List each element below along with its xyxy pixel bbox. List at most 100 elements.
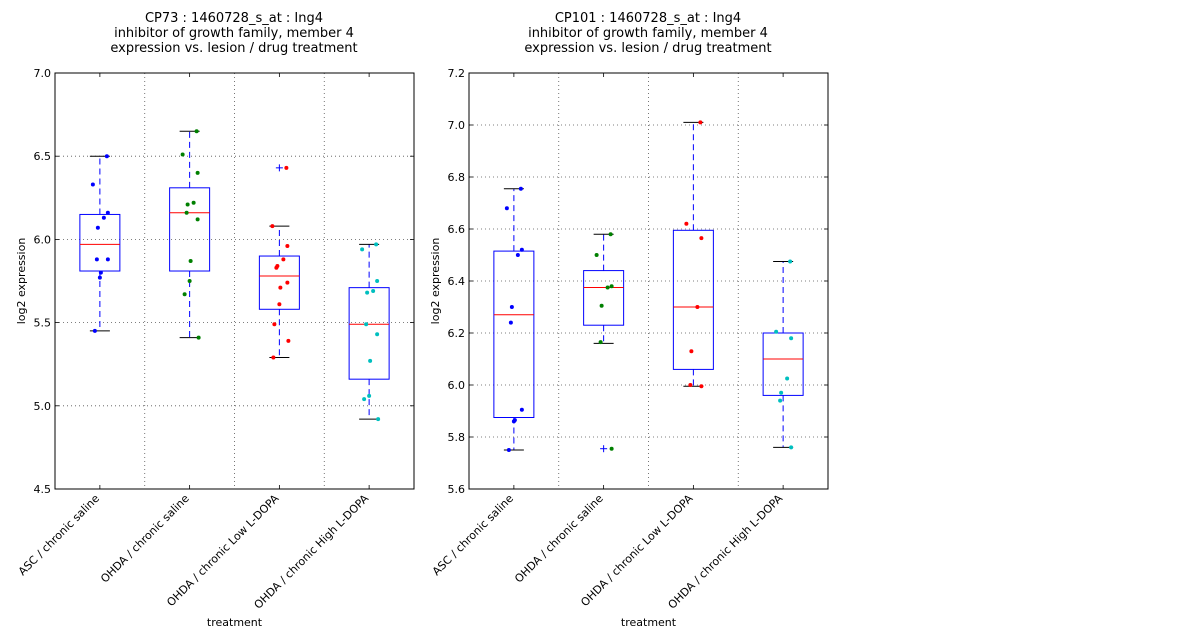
data-point (788, 259, 793, 264)
data-point (278, 285, 283, 290)
data-point (506, 448, 511, 452)
data-point (182, 292, 187, 297)
data-point (774, 329, 779, 334)
data-point (518, 186, 523, 191)
data-point (90, 182, 95, 187)
data-point (364, 322, 369, 327)
data-point (785, 376, 790, 381)
box-group-2 (583, 232, 625, 453)
y-tick-label: 5.8 (448, 431, 466, 444)
box-iqr (493, 250, 535, 418)
data-point (695, 305, 700, 309)
box-group-3 (672, 120, 714, 389)
box-group-2 (169, 129, 211, 340)
data-point (195, 217, 200, 222)
data-point (185, 202, 190, 207)
y-axis-label: log2 expression (15, 238, 28, 325)
data-point (515, 253, 520, 257)
data-point (598, 340, 603, 345)
data-point (375, 279, 380, 283)
data-point (94, 257, 99, 262)
data-point (698, 120, 703, 125)
data-point (180, 152, 185, 157)
x-axis-label: treatment (621, 616, 677, 629)
data-point (285, 244, 290, 249)
data-point (376, 417, 381, 422)
y-tick-label: 7.2 (448, 67, 466, 80)
data-point (187, 279, 192, 283)
data-point (97, 275, 102, 280)
data-point (374, 242, 379, 247)
data-point (599, 303, 604, 308)
y-axis-label: log2 expression (429, 238, 442, 325)
y-tick-label: 6.5 (34, 150, 52, 163)
x-tick-label: OHDA / chronic saline (512, 492, 606, 586)
data-point (368, 358, 373, 363)
data-point (188, 259, 193, 264)
x-tick-label: ASC / chronic saline (16, 492, 102, 578)
chart-title-line: CP73 : 1460728_s_at : Ing4 (145, 11, 323, 26)
plot-frame (468, 72, 829, 490)
box-group-4 (348, 242, 390, 422)
data-point (184, 210, 189, 215)
data-point (101, 215, 106, 220)
y-tick-label: 6.2 (448, 327, 466, 340)
data-point (191, 200, 196, 205)
data-point (519, 247, 524, 252)
chart-title-line: CP101 : 1460728_s_at : Ing4 (555, 11, 741, 26)
data-point (684, 221, 689, 226)
data-point (105, 210, 110, 215)
data-point (195, 170, 200, 175)
x-axis-label: treatment (207, 616, 263, 629)
data-point (605, 285, 610, 290)
data-point (509, 305, 514, 309)
data-point (284, 165, 289, 170)
data-point (274, 265, 279, 270)
data-point (504, 206, 509, 211)
y-tick-label: 5.5 (34, 317, 52, 330)
box-group-1 (493, 186, 535, 452)
y-tick-label: 6.8 (448, 171, 466, 184)
data-point (277, 302, 282, 307)
chart-title-line: inhibitor of growth family, member 4 (114, 26, 354, 41)
data-point (286, 338, 291, 343)
data-point (609, 446, 614, 451)
data-point (594, 253, 599, 257)
data-point (95, 225, 100, 230)
plot-frame (54, 72, 415, 490)
data-point (105, 257, 110, 262)
data-point (194, 129, 199, 134)
box-iqr (672, 229, 714, 370)
x-tick-label: ASC / chronic saline (430, 492, 516, 578)
data-point (196, 335, 201, 340)
data-point (699, 236, 704, 241)
chart-title-line: expression vs. lesion / drug treatment (524, 41, 771, 56)
y-tick-label: 6.4 (448, 275, 466, 288)
data-point (281, 257, 286, 262)
data-point (511, 419, 516, 424)
chart-title-line: inhibitor of growth family, member 4 (528, 26, 768, 41)
data-point (688, 383, 693, 387)
y-tick-label: 7.0 (448, 119, 466, 132)
data-point (272, 322, 277, 327)
box-iqr (169, 187, 211, 272)
data-point (789, 445, 794, 450)
box-group-1 (79, 154, 121, 333)
y-tick-label: 6.0 (34, 233, 52, 246)
y-tick-label: 4.5 (34, 483, 52, 496)
data-point (270, 224, 275, 229)
chart-title-line: expression vs. lesion / drug treatment (110, 41, 357, 56)
data-point (104, 154, 109, 159)
y-tick-label: 7.0 (34, 67, 52, 80)
data-point (375, 332, 380, 337)
data-point (371, 288, 376, 293)
box-group-4 (762, 259, 804, 450)
data-point (92, 328, 97, 333)
data-point (608, 232, 613, 237)
box-iqr (762, 332, 804, 396)
y-tick-label: 5.0 (34, 400, 52, 413)
y-tick-label: 6.6 (448, 223, 466, 236)
